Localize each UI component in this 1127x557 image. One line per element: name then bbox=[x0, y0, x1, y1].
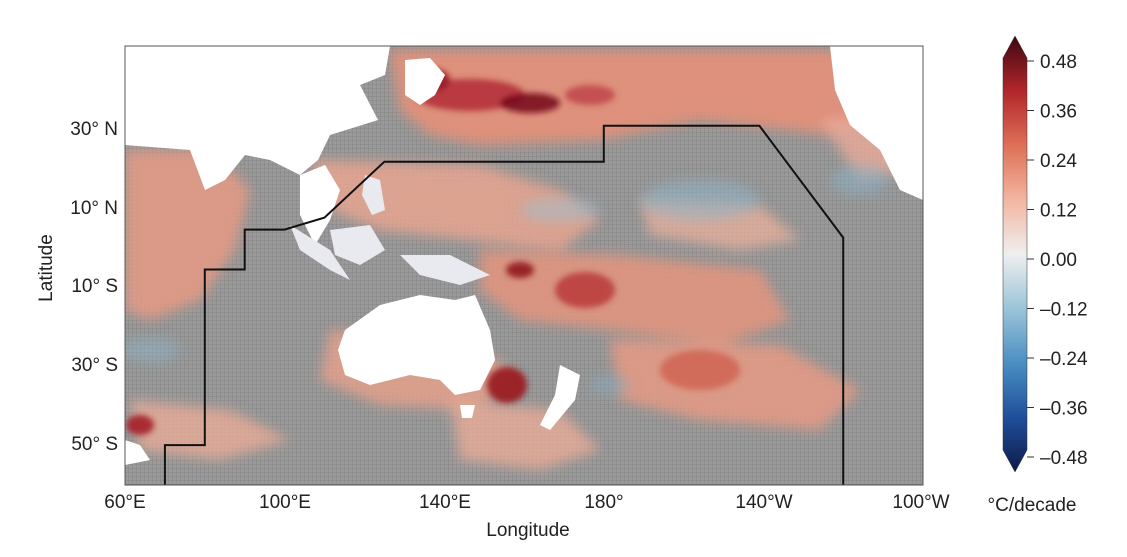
land-australia bbox=[338, 295, 495, 395]
colorbar-tick-label: –0.36 bbox=[1040, 399, 1088, 420]
lon-tick-60e: 60°E bbox=[104, 492, 145, 513]
land-new-guinea bbox=[400, 255, 490, 285]
colorbar-tick-label: 0.12 bbox=[1040, 201, 1077, 222]
land-tasmania bbox=[460, 405, 475, 418]
map-panel bbox=[125, 46, 923, 485]
region-boundary-line bbox=[163, 124, 845, 485]
land-maritime-continent bbox=[290, 225, 385, 280]
lon-tick-100w: 100°W bbox=[892, 492, 949, 513]
lat-tick-30s: 30° S bbox=[71, 355, 118, 376]
colorbar-tick-label: –0.12 bbox=[1040, 300, 1088, 321]
y-axis-title: Latitude bbox=[36, 234, 57, 302]
land-indochina bbox=[300, 165, 340, 245]
colorbar-tick-label: –0.24 bbox=[1040, 349, 1088, 370]
lon-tick-140e: 140°E bbox=[419, 492, 471, 513]
lon-tick-180: 180° bbox=[584, 492, 623, 513]
lat-tick-10s: 10° S bbox=[71, 276, 118, 297]
colorbar-ticks: 0.48 0.36 0.24 0.12 0.00 –0.12 –0.24 –0.36 –0.48 bbox=[1027, 52, 1088, 469]
lat-tick-labels: 30° N 10° N 10° S 30° S 50° S bbox=[70, 119, 118, 455]
colorbar-tick-label: 0.48 bbox=[1040, 52, 1077, 73]
lat-tick-50s: 50° S bbox=[71, 434, 118, 455]
colorbar-unit-label: °C/decade bbox=[988, 495, 1077, 516]
colorbar-tick-label: 0.00 bbox=[1040, 250, 1077, 271]
lon-tick-labels: 60°E 100°E 140°E 180° 140°W 100°W bbox=[104, 492, 949, 513]
x-axis-title: Longitude bbox=[486, 520, 569, 541]
colorbar-gradient bbox=[1002, 35, 1028, 473]
map-frame bbox=[124, 45, 924, 486]
land-masses bbox=[125, 46, 923, 465]
land-new-zealand bbox=[540, 365, 580, 430]
colorbar-tick-label: 0.24 bbox=[1040, 151, 1077, 172]
colorbar-tick-label: 0.36 bbox=[1040, 102, 1077, 123]
land-philippines bbox=[362, 175, 385, 215]
lat-tick-30n: 30° N bbox=[70, 119, 118, 140]
land-africa bbox=[125, 440, 150, 465]
colorbar-tick-label: –0.48 bbox=[1040, 448, 1088, 469]
colorbar: 0.48 0.36 0.24 0.12 0.00 –0.12 –0.24 –0.36 –0.48… bbox=[988, 35, 1088, 516]
land-americas bbox=[830, 46, 923, 200]
cooling-regions bbox=[125, 165, 890, 395]
land-japan bbox=[405, 58, 445, 105]
lat-tick-10n: 10° N bbox=[70, 198, 118, 219]
lon-tick-140w: 140°W bbox=[735, 492, 792, 513]
land-asia bbox=[125, 46, 390, 190]
lon-tick-100e: 100°E bbox=[259, 492, 311, 513]
